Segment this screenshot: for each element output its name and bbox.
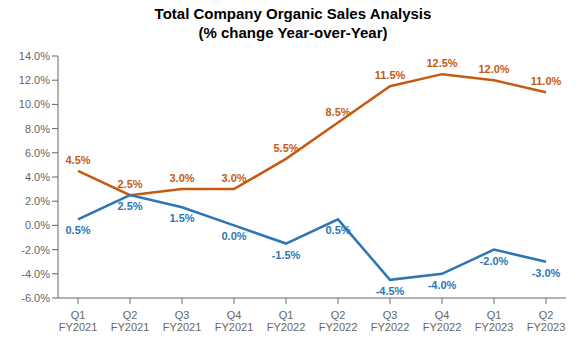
svg-text:Q3FY2021: Q3FY2021: [163, 309, 202, 334]
svg-text:2.5%: 2.5%: [117, 178, 142, 190]
svg-text:-2.0%: -2.0%: [480, 255, 509, 267]
svg-text:Q2FY2021: Q2FY2021: [111, 309, 150, 334]
svg-text:Q1FY2021: Q1FY2021: [59, 309, 98, 334]
svg-text:8.5%: 8.5%: [325, 106, 350, 118]
svg-text:4.5%: 4.5%: [65, 154, 90, 166]
svg-text:8.0%: 8.0%: [25, 123, 50, 135]
svg-text:0.5%: 0.5%: [65, 224, 90, 236]
svg-text:14.0%: 14.0%: [19, 50, 50, 62]
svg-text:12.0%: 12.0%: [478, 63, 509, 75]
svg-text:-1.5%: -1.5%: [272, 249, 301, 261]
svg-text:Q3FY2022: Q3FY2022: [371, 309, 410, 334]
svg-text:Q2FY2022: Q2FY2022: [319, 309, 358, 334]
html-text:Total Company Organic Sales An: Total Company Organic Sales Analysis: [154, 5, 432, 22]
svg-text:3.0%: 3.0%: [169, 172, 194, 184]
svg-text:-2.0%: -2.0%: [21, 244, 50, 256]
svg-text:1.5%: 1.5%: [169, 212, 194, 224]
svg-text:-3.0%: -3.0%: [532, 267, 561, 279]
svg-text:11.5%: 11.5%: [375, 69, 406, 81]
svg-text:12.0%: 12.0%: [19, 74, 50, 86]
svg-text:-6.0%: -6.0%: [21, 292, 50, 304]
svg-text:-4.5%: -4.5%: [376, 285, 405, 297]
svg-text:4.0%: 4.0%: [25, 171, 50, 183]
svg-text:Q4FY2021: Q4FY2021: [215, 309, 254, 334]
svg-text:0.5%: 0.5%: [325, 224, 350, 236]
svg-text:12.5%: 12.5%: [426, 57, 457, 69]
svg-text:Q2FY2023: Q2FY2023: [527, 309, 566, 334]
svg-text:5.5%: 5.5%: [273, 142, 298, 154]
svg-text:0.0%: 0.0%: [25, 219, 50, 231]
svg-text:-4.0%: -4.0%: [428, 279, 457, 291]
svg-text:11.0%: 11.0%: [531, 75, 562, 87]
svg-text:2.5%: 2.5%: [117, 200, 142, 212]
svg-text:Q1FY2023: Q1FY2023: [475, 309, 514, 334]
svg-text:3.0%: 3.0%: [221, 172, 246, 184]
svg-text:Q1FY2022: Q1FY2022: [267, 309, 306, 334]
svg-text:Q4FY2022: Q4FY2022: [423, 309, 462, 334]
svg-text:0.0%: 0.0%: [221, 230, 246, 242]
html-text:(% change Year-over-Year): (% change Year-over-Year): [198, 24, 388, 41]
svg-text:2.0%: 2.0%: [25, 195, 50, 207]
svg-text:6.0%: 6.0%: [25, 147, 50, 159]
svg-text:10.0%: 10.0%: [19, 98, 50, 110]
svg-text:-4.0%: -4.0%: [21, 268, 50, 280]
